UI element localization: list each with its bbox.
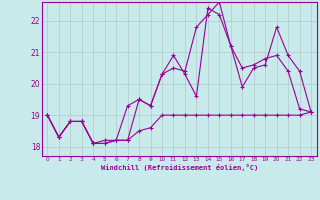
X-axis label: Windchill (Refroidissement éolien,°C): Windchill (Refroidissement éolien,°C) bbox=[100, 164, 258, 171]
